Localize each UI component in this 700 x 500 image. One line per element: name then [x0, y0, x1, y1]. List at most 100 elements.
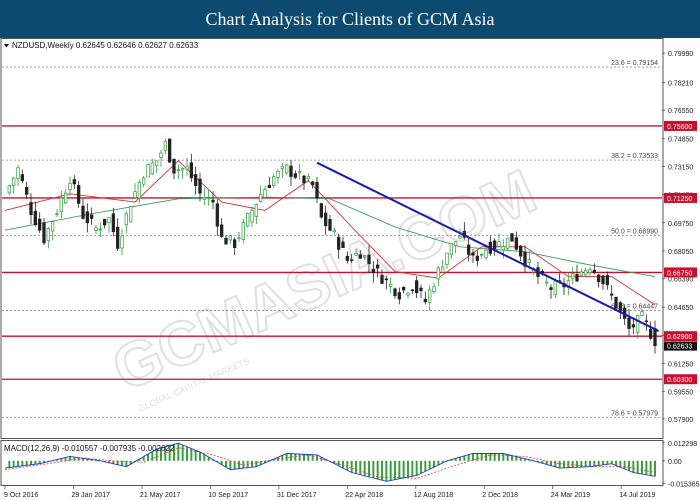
candle-body — [90, 214, 94, 219]
macd-histogram-bar — [64, 457, 67, 461]
candle-body — [328, 218, 332, 231]
candle-body — [545, 281, 549, 284]
macd-histogram-bar — [108, 460, 110, 463]
macd-histogram-bar — [43, 460, 45, 463]
candle-body — [510, 233, 514, 242]
macd-histogram-bar — [511, 455, 513, 461]
price-axis-label: 0.73150 — [668, 164, 693, 171]
macd-histogram-bar — [259, 460, 262, 465]
fib-level-label: 50.0 = 0.68990 — [611, 228, 658, 235]
macd-histogram-bar — [21, 460, 24, 466]
macd-histogram-bar — [285, 453, 288, 461]
macd-histogram-bar — [177, 443, 180, 461]
candle-body — [640, 311, 644, 316]
macd-histogram-bar — [550, 460, 552, 466]
candle-body — [588, 269, 592, 274]
candle-body — [224, 237, 228, 245]
candle-body — [181, 168, 185, 171]
candle-body — [514, 237, 518, 250]
macd-histogram-bar — [407, 460, 409, 478]
candle-body — [55, 213, 59, 215]
symbol-dropdown-icon[interactable] — [4, 44, 9, 48]
macd-histogram-bar — [103, 460, 106, 462]
macd-histogram-bar — [519, 457, 522, 461]
macd-histogram-bar — [60, 458, 63, 461]
level-price-tag — [664, 192, 697, 203]
candle-body — [406, 292, 410, 296]
macd-histogram-bar — [541, 460, 544, 464]
candle-body — [298, 171, 302, 174]
candle-body — [649, 328, 653, 339]
candle-body — [20, 174, 24, 182]
price-axis-label: 0.68050 — [668, 249, 693, 256]
candle-body — [441, 266, 445, 273]
macd-histogram-bar — [342, 460, 344, 469]
time-axis-label: 14 Jul 2019 — [619, 492, 655, 499]
candle-body — [384, 278, 388, 281]
macd-histogram-bar — [649, 460, 652, 476]
candle-body — [233, 239, 237, 249]
candle-body — [302, 175, 306, 184]
candle-body — [103, 218, 107, 226]
candle-body — [631, 324, 635, 328]
fib-level-label: 23.6 = 0.79154 — [611, 60, 658, 67]
macd-histogram-bar — [8, 460, 11, 468]
macd-histogram-bar — [602, 460, 604, 465]
macd-histogram-bar — [606, 460, 609, 465]
candle-body — [614, 296, 618, 309]
macd-histogram-bar — [389, 460, 392, 481]
macd-histogram-bar — [73, 457, 76, 461]
fib-level-label: 38.2 = 0.73533 — [611, 153, 658, 160]
candle-body — [85, 211, 89, 224]
macd-histogram-bar — [82, 458, 84, 461]
candle-body — [129, 206, 133, 223]
price-chart-header: NZDUSD,Weekly 0.62645 0.62646 0.62627 0.… — [12, 41, 199, 50]
macd-histogram-bar — [368, 460, 370, 477]
candle-body — [458, 235, 462, 239]
candle-body — [94, 227, 98, 231]
chart-banner-title: Chart Analysis for Clients of GCM Asia — [0, 0, 700, 38]
macd-histogram-bar — [424, 460, 427, 472]
candle-body — [202, 196, 206, 200]
candle-body — [29, 202, 33, 215]
candle-body — [579, 271, 583, 277]
candle-body — [354, 253, 358, 256]
time-axis-label: 29 Jan 2017 — [71, 492, 110, 499]
macd-histogram-bar — [498, 453, 500, 461]
macd-histogram-bar — [212, 459, 214, 461]
fast-moving-average-line — [4, 160, 656, 306]
candle-body — [627, 317, 631, 329]
macd-histogram-bar — [194, 450, 197, 461]
candle-body — [345, 255, 349, 261]
macd-histogram-bar — [350, 460, 353, 473]
candle-body — [475, 255, 479, 261]
macd-histogram-bar — [385, 460, 388, 482]
level-price-tag-label: 0.71250 — [667, 196, 692, 203]
candle-body — [358, 254, 362, 259]
level-price-tag — [664, 267, 697, 278]
candle-body — [601, 275, 605, 285]
macd-histogram-bar — [632, 460, 635, 473]
candle-body — [363, 255, 367, 258]
macd-histogram-bar — [433, 460, 435, 468]
macd-histogram-bar — [537, 460, 539, 463]
macd-histogram-bar — [272, 459, 275, 461]
macd-histogram-bar — [394, 460, 396, 480]
candle-body — [207, 196, 211, 199]
macd-histogram-bar — [311, 454, 314, 461]
macd-histogram-bar — [623, 460, 626, 470]
macd-histogram-bar — [641, 460, 643, 475]
candle-body — [77, 185, 81, 204]
macd-histogram-bar — [376, 460, 379, 480]
candle-body — [285, 164, 289, 174]
candle-body — [436, 267, 440, 280]
macd-histogram-bar — [203, 454, 206, 461]
candle-body — [454, 241, 458, 246]
macd-histogram-bar — [415, 460, 418, 476]
candle-body — [107, 217, 111, 224]
candle-body — [337, 236, 341, 250]
macd-histogram-bar — [628, 460, 630, 471]
candle-body — [306, 176, 310, 179]
macd-histogram-bar — [147, 454, 149, 461]
candle-body — [376, 264, 380, 269]
